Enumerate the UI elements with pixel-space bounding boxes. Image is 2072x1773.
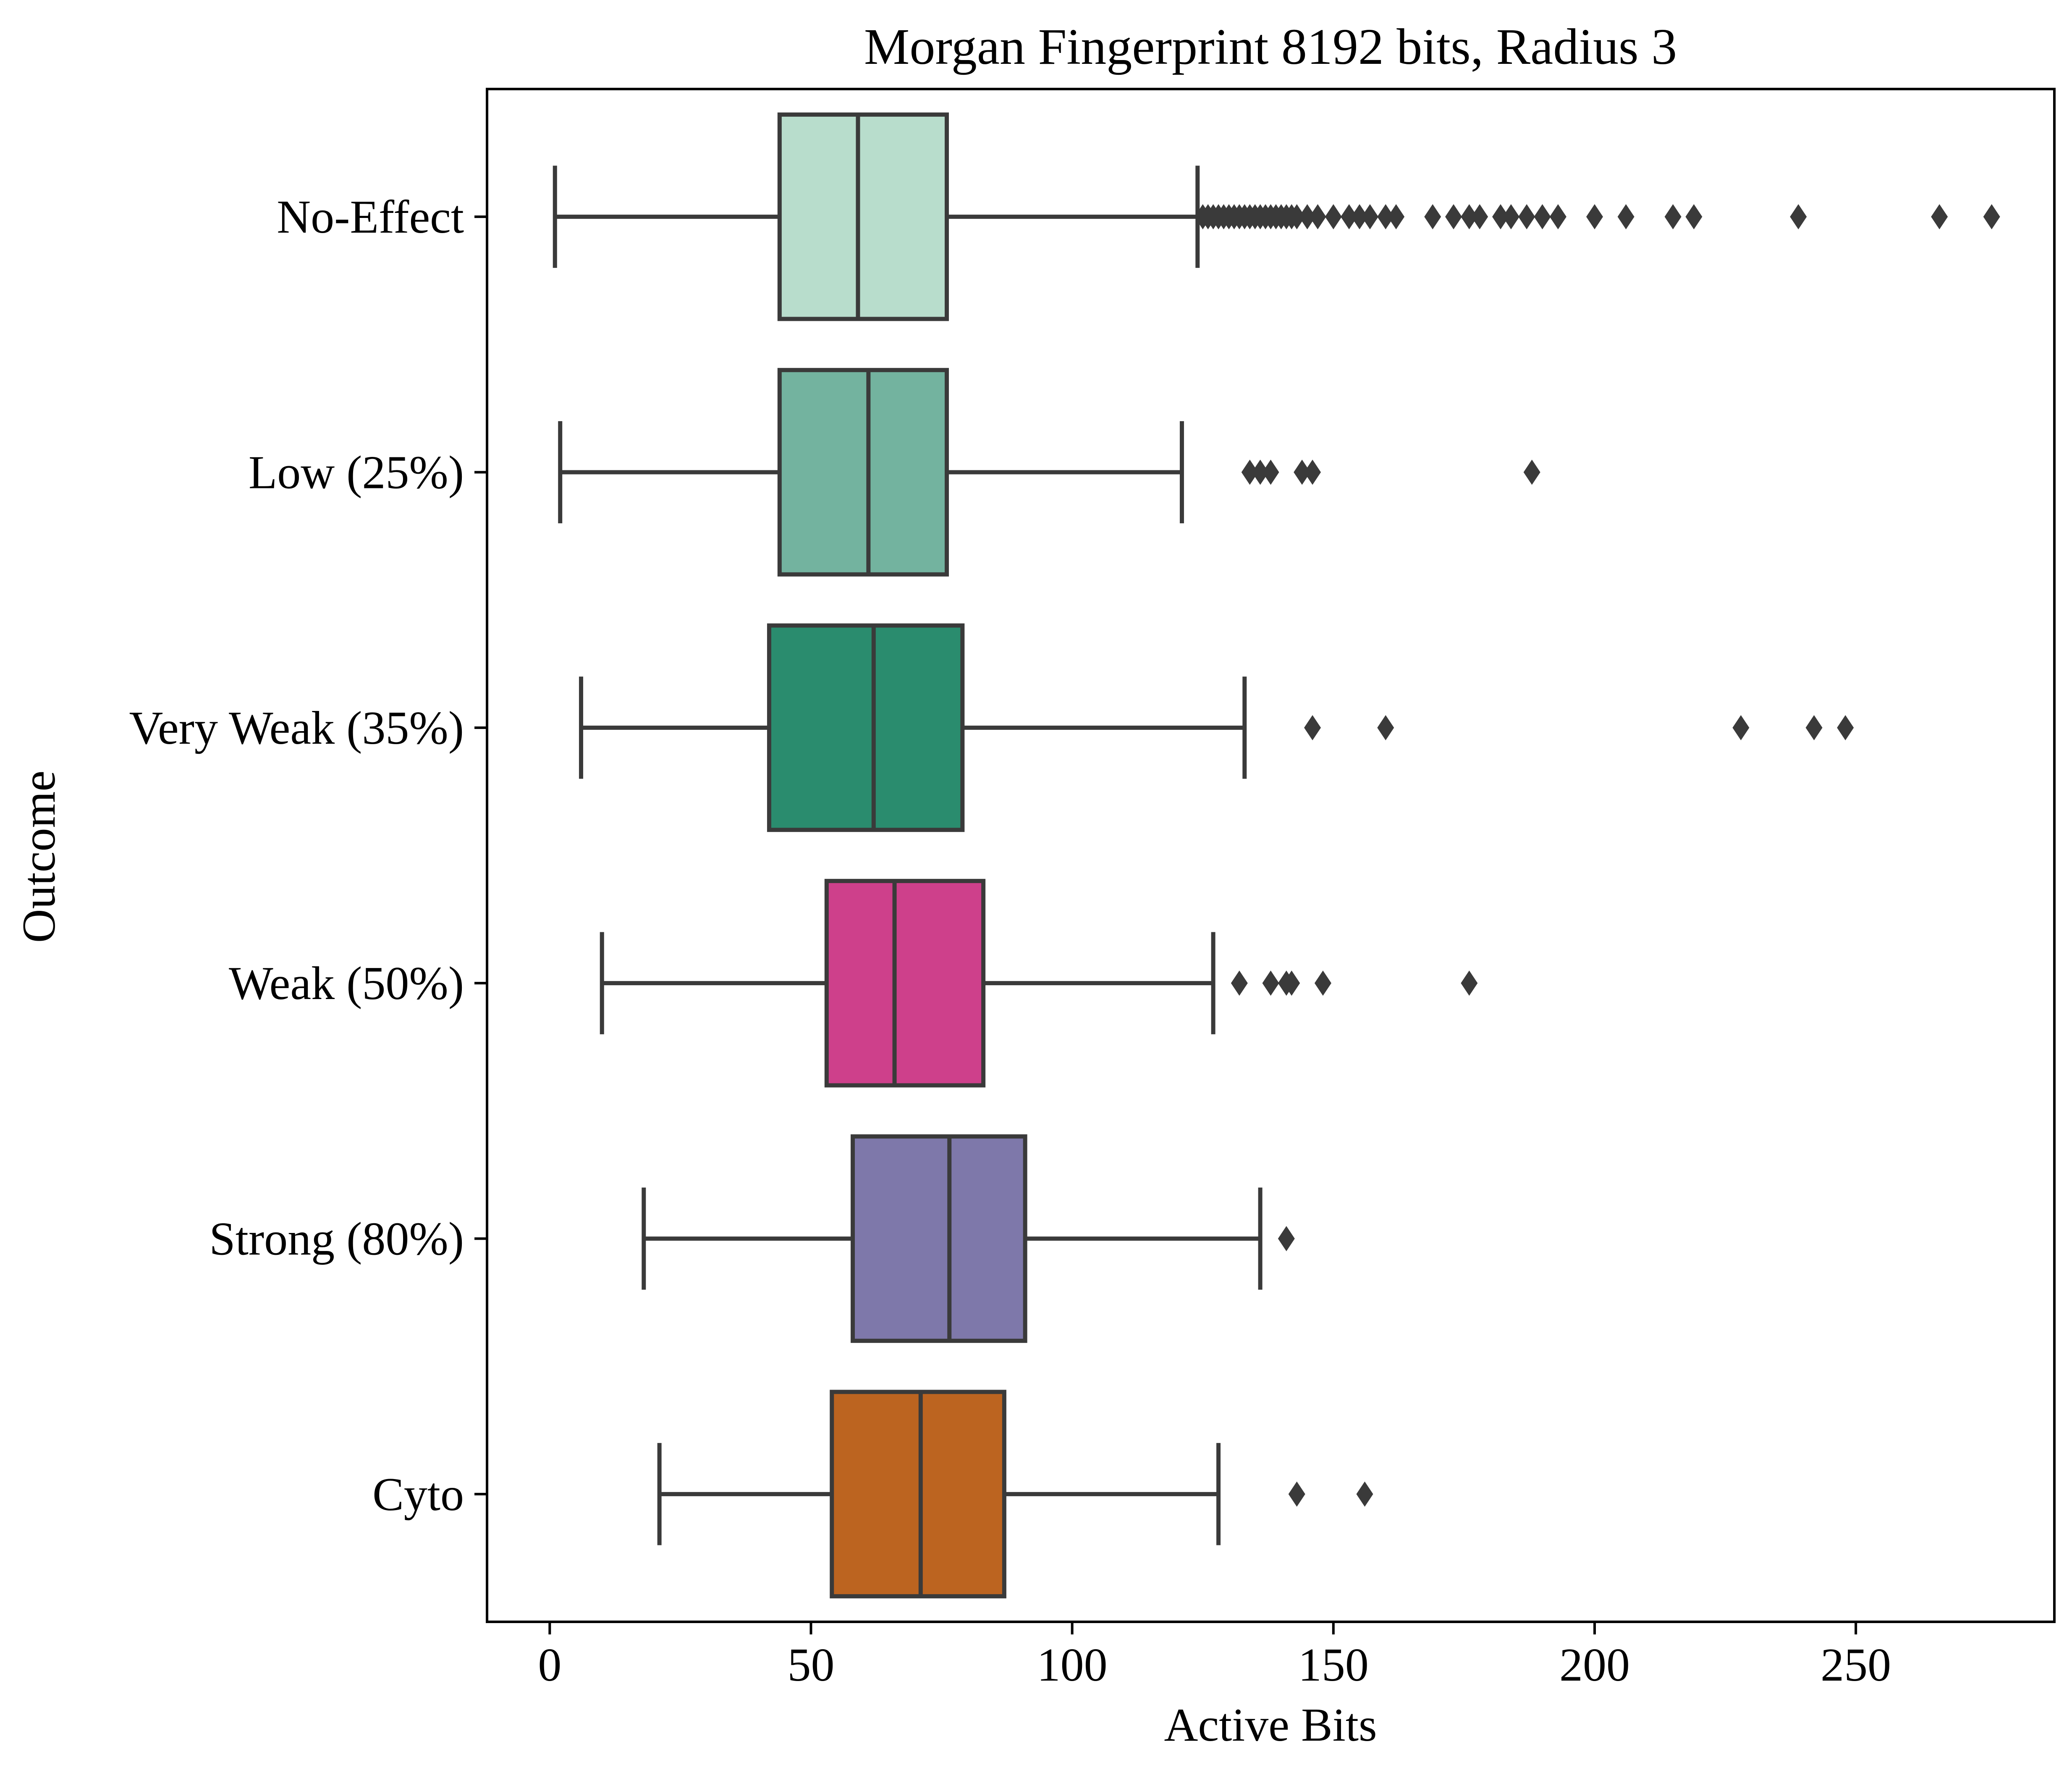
x-axis-label: Active Bits: [1164, 1699, 1377, 1751]
outlier-point: [1492, 204, 1509, 230]
x-tick-label: 0: [538, 1639, 561, 1691]
outlier-point: [1502, 204, 1519, 230]
outlier-point: [1805, 715, 1823, 740]
outlier-point: [1314, 970, 1331, 996]
y-tick-label: Very Weak (35%): [129, 702, 464, 754]
outlier-point: [1262, 970, 1279, 996]
outlier-point: [1617, 204, 1635, 230]
outlier-point: [1664, 204, 1682, 230]
outlier-point: [1341, 204, 1358, 230]
outlier-point: [1351, 204, 1368, 230]
outlier-point: [1790, 204, 1807, 230]
outlier-point: [1931, 204, 1948, 230]
outlier-point: [1732, 715, 1750, 740]
y-tick-label: Weak (50%): [229, 957, 464, 1010]
outlier-point: [1534, 204, 1551, 230]
outlier-point: [1252, 459, 1269, 485]
outlier-point: [1325, 204, 1342, 230]
outlier-point: [1837, 715, 1854, 740]
outlier-point: [1388, 204, 1405, 230]
outlier-point: [1231, 970, 1248, 996]
outlier-point: [1288, 1481, 1305, 1507]
outlier-point: [1523, 459, 1540, 485]
outlier-point: [1983, 204, 2000, 230]
x-tick-label: 150: [1298, 1639, 1369, 1691]
outlier-point: [1262, 459, 1279, 485]
outlier-point: [1471, 204, 1488, 230]
outlier-point: [1685, 204, 1703, 230]
outlier-point: [1518, 204, 1535, 230]
outlier-point: [1445, 204, 1462, 230]
outlier-point: [1377, 715, 1394, 740]
outlier-point: [1299, 204, 1316, 230]
y-axis-label: Outcome: [13, 771, 65, 943]
outlier-point: [1309, 204, 1326, 230]
plot-area: No-Effect Low (25%) Very Weak (35%) Weak (5…: [129, 88, 2056, 1691]
outlier-point: [1361, 204, 1378, 230]
outlier-point: [1294, 459, 1311, 485]
box-very-weak-35: [767, 623, 965, 832]
outlier-point: [1586, 204, 1603, 230]
outlier-point: [1424, 204, 1441, 230]
outlier-point: [1461, 970, 1478, 996]
outlier-point: [1288, 204, 1305, 230]
x-tick-label: 100: [1037, 1639, 1108, 1691]
box-low-25: [777, 368, 949, 577]
axes-frame: [486, 88, 2056, 1623]
outlier-point: [1304, 459, 1321, 485]
y-tick-label: Low (25%): [249, 447, 464, 499]
box-no-effect: [777, 112, 949, 321]
outlier-point: [1461, 204, 1478, 230]
x-tick-label: 200: [1559, 1639, 1630, 1691]
box-strong-80: [851, 1134, 1027, 1343]
outlier-point: [1241, 459, 1258, 485]
outlier-point: [1283, 970, 1300, 996]
outlier-point: [1278, 1226, 1295, 1251]
outlier-point: [1356, 1481, 1373, 1507]
box-weak-50: [824, 879, 986, 1088]
chart-title: Morgan Fingerprint 8192 bits, Radius 3: [864, 18, 1677, 75]
outlier-point: [1304, 715, 1321, 740]
y-tick-label: No-Effect: [277, 191, 464, 243]
y-tick-label: Strong (80%): [209, 1213, 464, 1265]
outlier-point: [1549, 204, 1566, 230]
box-cyto: [830, 1390, 1006, 1599]
x-tick-label: 250: [1821, 1639, 1891, 1691]
y-tick-label: Cyto: [372, 1469, 464, 1521]
x-tick-label: 50: [787, 1639, 834, 1691]
outlier-point: [1377, 204, 1394, 230]
